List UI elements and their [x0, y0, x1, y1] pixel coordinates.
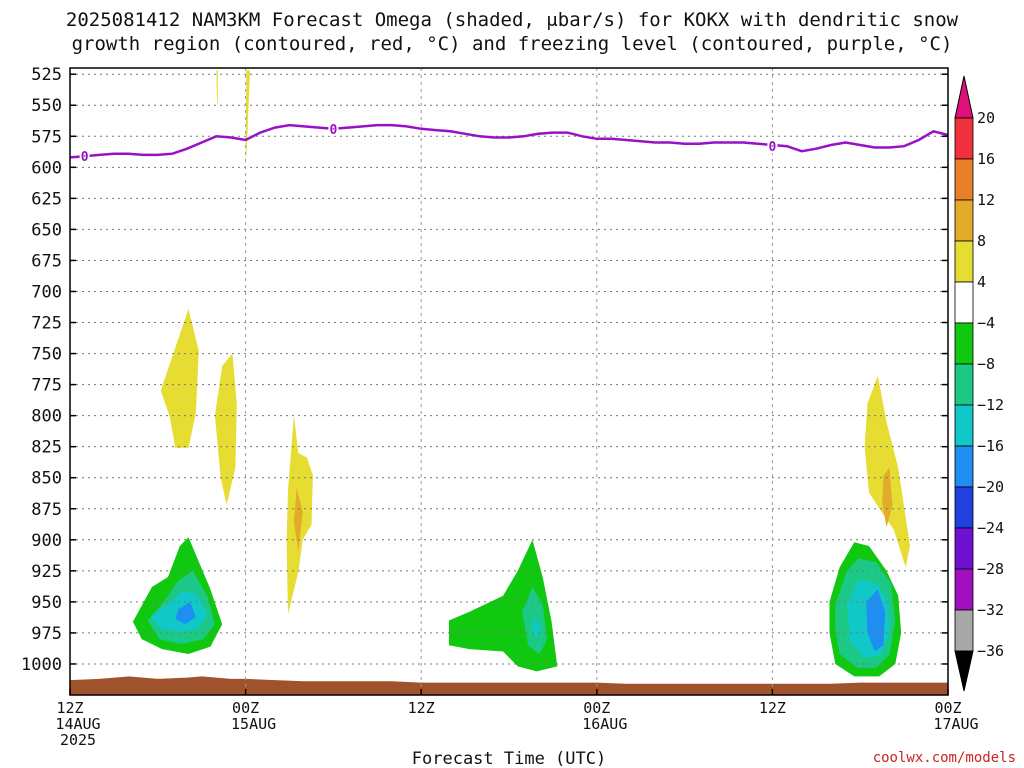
x-tick-label: 00Z	[232, 699, 259, 717]
freezing-level-contour: 0 0 0	[69, 120, 949, 165]
y-tick-label: 825	[31, 438, 62, 458]
x-tick-label: 15AUG	[231, 715, 276, 733]
colorbar-label: 12	[977, 191, 995, 209]
colorbar: 20 16 12 8 4 −4 −8 −12 −16 −20 −24 −28 −32 −36	[954, 75, 1004, 692]
y-tick-label: 600	[31, 158, 62, 178]
terrain-fill	[70, 676, 948, 695]
y-tick-label: 950	[31, 593, 62, 613]
colorbar-label: −12	[977, 396, 1004, 414]
y-tick-label: 700	[31, 282, 62, 302]
y-tick-label: 925	[31, 562, 62, 582]
omega-region-19	[866, 589, 886, 652]
y-tick-label: 900	[31, 531, 62, 551]
credit-text: coolwx.com/models	[873, 750, 1016, 766]
freezing-label-bg	[328, 120, 339, 136]
x-tick-label: 00Z	[934, 699, 961, 717]
y-tick-label: 975	[31, 624, 62, 644]
x-tick-label: 12Z	[56, 699, 83, 717]
colorbar-bin	[954, 527, 974, 570]
colorbar-bin	[954, 568, 974, 611]
colorbar-top-arrow	[954, 75, 974, 119]
omega-region-4	[293, 487, 303, 553]
colorbar-bin	[954, 281, 974, 324]
y-tick-label: 725	[31, 314, 62, 334]
colorbar-label: 20	[977, 109, 995, 127]
freezing-label-3: 0	[768, 140, 776, 155]
terrain	[70, 676, 948, 695]
plot-frame	[69, 67, 949, 696]
y-tick-label: 675	[31, 251, 62, 271]
omega-shading	[132, 70, 910, 677]
colorbar-bottom-arrow	[954, 650, 974, 692]
colorbar-bin	[954, 445, 974, 488]
colorbar-bin	[954, 199, 974, 242]
y-tick-label: 750	[31, 345, 62, 365]
colorbar-bin	[954, 609, 974, 652]
y-tick-label: 775	[31, 376, 62, 396]
x-tick-label: 16AUG	[582, 715, 627, 733]
x-tick-label: 2025	[60, 731, 96, 749]
colorbar-label: −8	[977, 355, 995, 373]
colorbar-bin	[954, 404, 974, 447]
y-tick-label: 575	[31, 127, 62, 147]
y-tick-label: 1000	[21, 655, 62, 675]
omega-region-1	[160, 308, 199, 448]
colorbar-bin	[954, 117, 974, 160]
x-tick-label: 00Z	[583, 699, 610, 717]
x-tick-label: 17AUG	[933, 715, 978, 733]
y-tick-label: 875	[31, 500, 62, 520]
x-tick-label: 12Z	[408, 699, 435, 717]
colorbar-bin	[954, 486, 974, 529]
colorbar-label: −24	[977, 519, 1004, 537]
omega-region-12	[175, 601, 196, 625]
omega-region-8	[882, 467, 893, 528]
colorbar-bin	[954, 158, 974, 201]
colorbar-bin	[954, 322, 974, 365]
y-tick-label: 550	[31, 96, 62, 116]
chart-title: 2025081412 NAM3KM Forecast Omega (shaded…	[66, 9, 959, 55]
y-axis: 525 550 575 600 625 650 675 700 725 750 775 800 825 8…	[21, 65, 948, 675]
freezing-label-bg	[79, 148, 90, 164]
colorbar-label: 16	[977, 150, 995, 168]
colorbar-label: −20	[977, 478, 1004, 496]
freezing-label-bg	[767, 138, 778, 154]
omega-region-2	[214, 353, 237, 505]
y-tick-label: 800	[31, 407, 62, 427]
plot-border	[69, 67, 949, 696]
colorbar-label: −16	[977, 437, 1004, 455]
colorbar-bin	[954, 363, 974, 406]
y-tick-label: 625	[31, 189, 62, 209]
colorbar-label: 4	[977, 273, 986, 291]
y-tick-label: 850	[31, 469, 62, 489]
grid-lines	[70, 68, 948, 695]
title-line-2: growth region (contoured, red, °C) and f…	[72, 33, 953, 55]
colorbar-label: 8	[977, 232, 986, 250]
colorbar-label: −32	[977, 601, 1004, 619]
colorbar-label: −36	[977, 642, 1004, 660]
omega-region-6	[216, 70, 218, 106]
colorbar-bin	[954, 240, 974, 283]
y-tick-label: 650	[31, 220, 62, 240]
omega-region-15	[532, 616, 542, 640]
y-tick-label: 525	[31, 65, 62, 85]
title-line-1: 2025081412 NAM3KM Forecast Omega (shaded…	[66, 9, 959, 31]
colorbar-label: −28	[977, 560, 1004, 578]
freezing-level-line	[69, 123, 949, 159]
freezing-label-2: 0	[329, 123, 337, 138]
freezing-label-1: 0	[81, 150, 89, 165]
colorbar-label: −4	[977, 314, 995, 332]
x-tick-label: 14AUG	[55, 715, 100, 733]
x-axis-title: Forecast Time (UTC)	[412, 749, 606, 768]
x-tick-label: 12Z	[759, 699, 786, 717]
omega-region-5	[245, 70, 250, 168]
